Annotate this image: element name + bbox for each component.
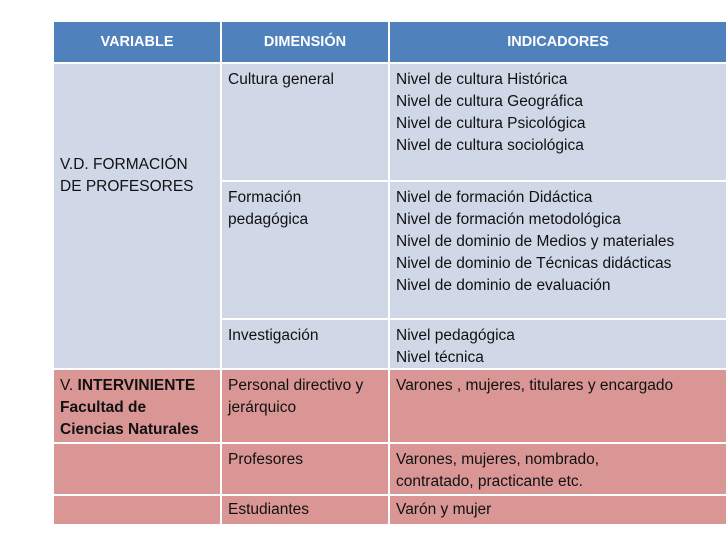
indicator-text: Nivel de dominio de Técnicas didácticas (396, 255, 672, 272)
header-variable: VARIABLE (54, 22, 220, 62)
dimension-cell: Personal directivo y jerárquico (222, 370, 388, 442)
variable-text: V.D. FORMACIÓN (60, 156, 188, 173)
dimension-text: pedagógica (228, 211, 309, 228)
dimension-text: Cultura general (228, 71, 334, 88)
indicators-cell: Nivel de formación Didáctica Nivel de fo… (390, 182, 726, 318)
indicator-text: Nivel de cultura sociológica (396, 137, 584, 154)
indicators-cell: Varón y mujer (390, 496, 726, 524)
variable-prefix: V. (60, 377, 78, 394)
variable-empty-cell (54, 496, 220, 524)
dimension-text: Investigación (228, 327, 319, 344)
dimension-cell: Estudiantes (222, 496, 388, 524)
dimension-text: Estudiantes (228, 501, 309, 518)
variable-text: V. INTERVINIENTE (60, 375, 214, 397)
indicators-cell: Varones , mujeres, titulares y encargado (390, 370, 726, 442)
indicator-text: Nivel de cultura Geográfica (396, 93, 583, 110)
indicators-cell: Nivel de cultura Histórica Nivel de cult… (390, 64, 726, 180)
indicator-text: Varones, mujeres, nombrado, (396, 451, 600, 468)
header-indicators: INDICADORES (390, 22, 726, 62)
indicator-text: contratado, practicante etc. (396, 473, 583, 490)
dimension-cell: Profesores (222, 444, 388, 494)
indicator-text: Varón y mujer (396, 501, 492, 518)
variable-bold: Ciencias Naturales (60, 421, 199, 438)
dimension-cell: Formación pedagógica (222, 182, 388, 318)
indicator-text: Nivel de dominio de Medios y materiales (396, 233, 675, 250)
indicators-cell: Varones, mujeres, nombrado, contratado, … (390, 444, 726, 494)
dimension-cell: Cultura general (222, 64, 388, 180)
indicators-cell: Nivel pedagógica Nivel técnica (390, 320, 726, 368)
dimension-text: jerárquico (228, 399, 297, 416)
indicator-text: Nivel de dominio de evaluación (396, 277, 611, 294)
variable-text: DE PROFESORES (60, 178, 194, 195)
indicator-text: Nivel técnica (396, 349, 484, 366)
dimension-text: Personal directivo y (228, 377, 364, 394)
variable-intervening-cell: V. INTERVINIENTE Facultad de Ciencias Na… (54, 370, 220, 442)
variable-empty-cell (54, 444, 220, 494)
dimension-cell: Investigación (222, 320, 388, 368)
indicator-text: Nivel de formación Didáctica (396, 189, 593, 206)
dimension-text: Formación (228, 189, 302, 206)
header-dimension: DIMENSIÓN (222, 22, 388, 62)
indicator-text: Nivel de cultura Psicológica (396, 115, 586, 132)
variable-bold: INTERVINIENTE (77, 377, 196, 394)
indicator-text: Nivel pedagógica (396, 327, 515, 344)
indicator-text: Nivel de formación metodológica (396, 211, 621, 228)
variable-bold: Facultad de (60, 399, 147, 416)
indicator-text: Varones , mujeres, titulares y encargado (396, 377, 674, 394)
dimension-text: Profesores (228, 451, 303, 468)
variable-dependent-cell: V.D. FORMACIÓN DE PROFESORES (54, 64, 220, 368)
indicator-text: Nivel de cultura Histórica (396, 71, 568, 88)
